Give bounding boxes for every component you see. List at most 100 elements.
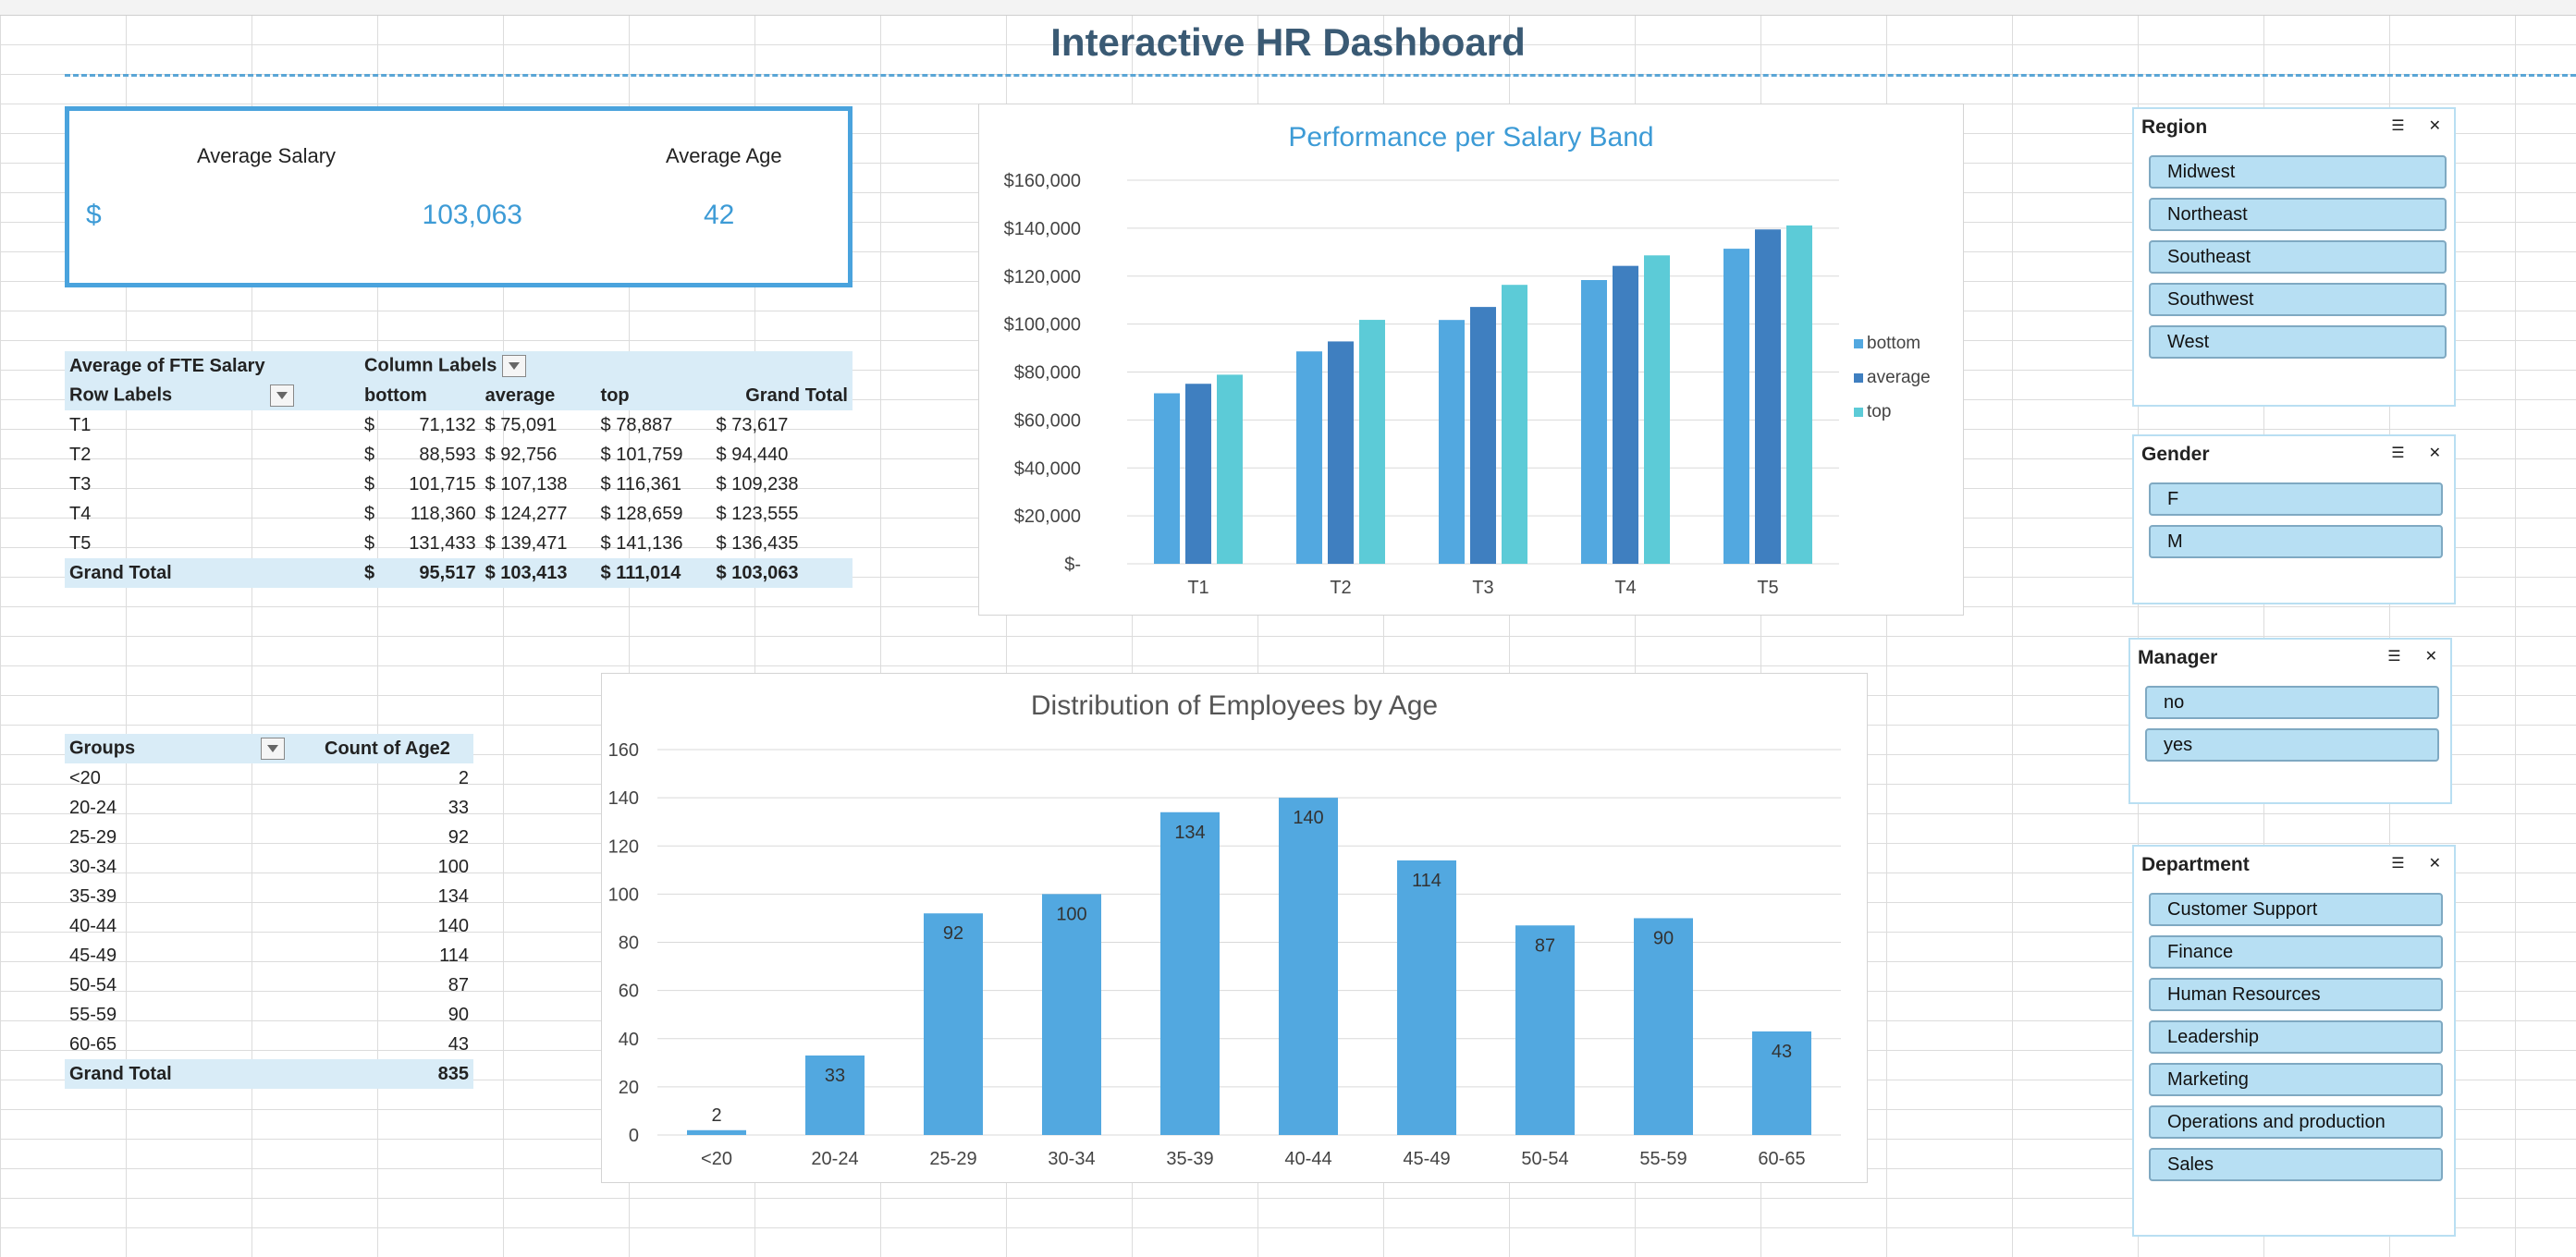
grand-total-row[interactable]: Grand Total 835 xyxy=(65,1059,473,1089)
multi-select-icon[interactable]: ☰ xyxy=(2391,445,2405,461)
header-top: top xyxy=(595,381,712,410)
pivot-column-labels: Column Labels xyxy=(364,355,497,376)
y-tick-label: $60,000 xyxy=(1014,410,1081,431)
group-label: 40-44 xyxy=(69,915,117,936)
x-tick-label: 60-65 xyxy=(1758,1149,1805,1169)
y-tick-label: 160 xyxy=(608,740,639,761)
clear-filter-icon[interactable]: ✕ xyxy=(2428,445,2441,461)
top-cell: $ 128,659 xyxy=(600,503,683,524)
table-row[interactable]: 50-54 87 xyxy=(65,970,473,1000)
group-label: 50-54 xyxy=(69,974,117,995)
y-tick-label: $40,000 xyxy=(1014,458,1081,479)
age-distribution-chart[interactable]: Distribution of Employees by Age 0 20 40 60 8… xyxy=(601,673,1868,1183)
average-cell: $ 124,277 xyxy=(485,503,568,524)
table-row[interactable]: <20 2 xyxy=(65,763,473,793)
age-distribution-chart-svg: Distribution of Employees by Age 0 20 40 60 8… xyxy=(608,690,1841,1169)
slicer-item[interactable]: Sales xyxy=(2149,1148,2443,1181)
group-label: 35-39 xyxy=(69,885,117,907)
table-row[interactable]: T1 $ 71,132 $ 75,091 $ 78,887 $ 73,617 xyxy=(65,410,853,440)
multi-select-icon[interactable]: ☰ xyxy=(2391,118,2405,134)
slicer-item[interactable]: West xyxy=(2149,325,2447,359)
clear-filter-icon[interactable]: ✕ xyxy=(2428,856,2441,872)
average-cell: $ 92,756 xyxy=(485,444,558,465)
bar xyxy=(1613,265,1638,564)
count-cell: 835 xyxy=(320,1059,473,1089)
count-cell: 90 xyxy=(448,1004,469,1025)
grand-total-row[interactable]: Grand Total $ 95,517 $ 103,413 $ 111,014… xyxy=(65,558,853,588)
slicer-item[interactable]: M xyxy=(2149,525,2443,558)
clear-filter-icon[interactable]: ✕ xyxy=(2424,649,2437,665)
header-average: average xyxy=(480,381,596,410)
table-row[interactable]: 55-59 90 xyxy=(65,1000,473,1030)
slicer-item[interactable]: F xyxy=(2149,482,2443,516)
legend-label: top xyxy=(1867,402,1891,421)
data-label: 134 xyxy=(1174,823,1205,843)
grand-total-label: Grand Total xyxy=(65,558,361,588)
slicer-item[interactable]: Southwest xyxy=(2149,283,2447,316)
bar xyxy=(1185,384,1211,564)
data-label: 90 xyxy=(1653,928,1674,948)
slicer-item[interactable]: Finance xyxy=(2149,935,2443,969)
grand-total-label: Grand Total xyxy=(65,1059,321,1089)
pivot-row-labels: Row Labels xyxy=(69,384,173,406)
table-row[interactable]: 45-49 114 xyxy=(65,941,473,970)
header-grand-total: Grand Total xyxy=(711,381,853,410)
table-row[interactable]: 40-44 140 xyxy=(65,911,473,941)
gender-slicer[interactable]: Gender ☰ ✕ F M xyxy=(2132,434,2456,604)
slicer-item[interactable]: Human Resources xyxy=(2149,978,2443,1011)
groups-filter-dropdown-icon[interactable] xyxy=(260,738,285,760)
table-row[interactable]: T2 $ 88,593 $ 92,756 $ 101,759 $ 94,440 xyxy=(65,440,853,470)
slicer-item[interactable]: Leadership xyxy=(2149,1020,2443,1054)
table-row[interactable]: 35-39 134 xyxy=(65,882,473,911)
kpi-box[interactable]: Average Salary $ 103,063 Average Age 42 xyxy=(65,106,853,287)
data-label: 92 xyxy=(943,923,963,944)
x-tick-label: 25-29 xyxy=(929,1149,976,1169)
slicer-item[interactable]: Customer Support xyxy=(2149,893,2443,926)
slicer-item[interactable]: Operations and production xyxy=(2149,1105,2443,1139)
x-tick-label: 55-59 xyxy=(1639,1149,1687,1169)
slicer-item[interactable]: Midwest xyxy=(2149,155,2447,189)
age-pivot-header-row: Groups Count of Age2 xyxy=(65,734,473,763)
pivot-corner-label: Average of FTE Salary xyxy=(65,351,361,381)
salary-band-chart[interactable]: Performance per Salary Band $- $20,000 $40,… xyxy=(978,104,1964,616)
slicer-item[interactable]: Marketing xyxy=(2149,1063,2443,1096)
currency-cell: $ xyxy=(360,558,385,588)
slicer-item[interactable]: Southeast xyxy=(2149,240,2447,274)
table-row[interactable]: 30-34 100 xyxy=(65,852,473,882)
currency-cell: $ xyxy=(364,532,375,554)
total-cell: $ 94,440 xyxy=(716,444,789,465)
bottom-cell: 88,593 xyxy=(419,444,476,465)
multi-select-icon[interactable]: ☰ xyxy=(2391,856,2405,872)
region-slicer[interactable]: Region ☰ ✕ Midwest Northeast Southeast So… xyxy=(2132,107,2456,407)
table-row[interactable]: 20-24 33 xyxy=(65,793,473,823)
table-row[interactable]: T5 $ 131,433 $ 139,471 $ 141,136 $ 136,4… xyxy=(65,529,853,558)
table-row[interactable]: T4 $ 118,360 $ 124,277 $ 128,659 $ 123,5… xyxy=(65,499,853,529)
chart-title: Distribution of Employees by Age xyxy=(1031,690,1438,721)
x-tick-label: 35-39 xyxy=(1166,1149,1213,1169)
bar xyxy=(1217,374,1243,564)
row-label: T3 xyxy=(69,473,92,494)
row-filter-dropdown-icon[interactable] xyxy=(269,384,294,407)
salary-pivot-table[interactable]: Average of FTE Salary Column Labels Row … xyxy=(65,351,853,588)
manager-slicer[interactable]: Manager ☰ ✕ no yes xyxy=(2128,638,2452,804)
avg-age-label: Average Age xyxy=(666,144,782,167)
table-row[interactable]: 60-65 43 xyxy=(65,1030,473,1059)
clear-filter-icon[interactable]: ✕ xyxy=(2428,118,2441,134)
multi-select-icon[interactable]: ☰ xyxy=(2387,649,2401,665)
department-slicer[interactable]: Department ☰ ✕ Customer Support Finance H… xyxy=(2132,845,2456,1237)
age-pivot-table[interactable]: Groups Count of Age2 <20 2 20-24 33 25-29 9… xyxy=(65,734,473,1089)
chart-title: Performance per Salary Band xyxy=(1288,122,1653,153)
column-header-bar[interactable] xyxy=(0,0,2576,16)
bar xyxy=(687,1129,746,1135)
column-filter-dropdown-icon[interactable] xyxy=(501,355,526,377)
avg-age-value: 42 xyxy=(704,200,735,230)
slicer-item[interactable]: no xyxy=(2145,686,2439,719)
y-tick-label: 100 xyxy=(608,885,639,905)
bar xyxy=(1634,918,1693,1135)
table-row[interactable]: 25-29 92 xyxy=(65,823,473,852)
slicer-item[interactable]: yes xyxy=(2145,728,2439,762)
slicer-item[interactable]: Northeast xyxy=(2149,198,2447,231)
table-row[interactable]: T3 $ 101,715 $ 107,138 $ 116,361 $ 109,2… xyxy=(65,470,853,499)
y-tick-label: 40 xyxy=(619,1030,639,1050)
y-tick-label: 120 xyxy=(608,836,639,857)
